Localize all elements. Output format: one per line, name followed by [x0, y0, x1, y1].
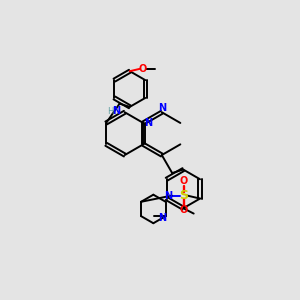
- Text: O: O: [138, 64, 146, 74]
- Text: N: N: [144, 118, 152, 128]
- Text: H: H: [107, 106, 113, 116]
- Text: O: O: [179, 176, 188, 186]
- Text: N: N: [158, 213, 166, 223]
- Text: N: N: [158, 103, 166, 113]
- Text: N: N: [112, 106, 120, 116]
- Text: O: O: [179, 205, 188, 215]
- Text: N: N: [164, 190, 172, 201]
- Text: S: S: [179, 189, 188, 202]
